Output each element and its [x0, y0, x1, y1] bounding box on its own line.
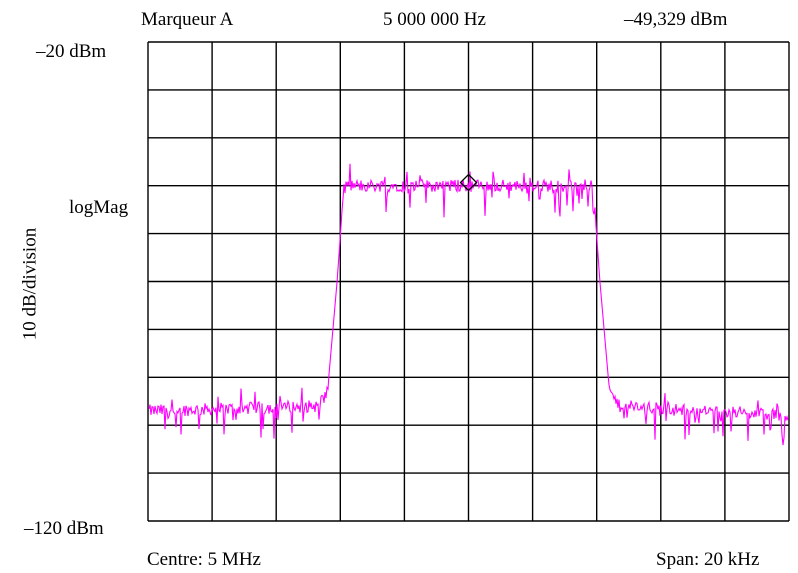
marker-level-readout: –49,329 dBm — [624, 9, 728, 30]
spectrum-trace — [148, 163, 789, 446]
marker-name-label: Marqueur A — [141, 9, 234, 30]
top-reference-level: –20 dBm — [36, 41, 107, 62]
bottom-reference-level: –120 dBm — [24, 518, 104, 539]
scale-mode-label: logMag — [69, 197, 129, 218]
marker-frequency-readout: 5 000 000 Hz — [383, 9, 486, 30]
span-label: Span: 20 kHz — [656, 549, 760, 570]
center-frequency-label: Centre: 5 MHz — [147, 549, 261, 570]
marker-a-diamond — [459, 173, 478, 192]
